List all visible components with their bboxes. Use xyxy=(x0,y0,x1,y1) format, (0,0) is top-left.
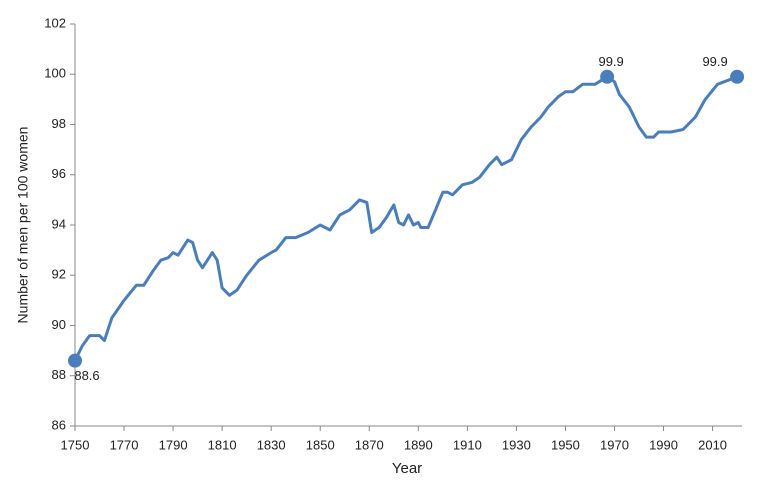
point-marker xyxy=(68,353,82,368)
y-tick-label: 86 xyxy=(52,417,66,432)
point-label: 88.6 xyxy=(74,368,99,383)
x-tick-label: 1850 xyxy=(306,437,335,452)
x-tick-label: 1870 xyxy=(355,437,384,452)
x-tick-label: 1810 xyxy=(208,437,237,452)
y-axis-label: Number of men per 100 women xyxy=(15,127,31,324)
x-tick-label: 1910 xyxy=(453,437,482,452)
x-tick-label: 1970 xyxy=(600,437,629,452)
y-tick-label: 90 xyxy=(52,317,66,332)
x-axis-label: Year xyxy=(392,460,422,477)
x-tick-label: 2010 xyxy=(698,437,727,452)
x-tick-label: 1950 xyxy=(551,437,580,452)
y-tick-label: 98 xyxy=(52,116,66,131)
x-tick-label: 1830 xyxy=(257,437,286,452)
y-tick-label: 92 xyxy=(52,267,66,282)
x-tick-label: 1990 xyxy=(649,437,678,452)
x-tick-label: 1890 xyxy=(404,437,433,452)
point-label: 99.9 xyxy=(598,54,623,69)
point-marker xyxy=(600,69,615,84)
x-tick-label: 1750 xyxy=(61,437,90,452)
y-tick-label: 102 xyxy=(44,15,66,30)
x-tick-label: 1790 xyxy=(159,437,188,452)
y-tick-label: 96 xyxy=(52,166,66,181)
point-marker xyxy=(730,69,745,84)
x-tick-label: 1770 xyxy=(110,437,139,452)
point-label: 99.9 xyxy=(702,54,727,69)
y-tick-label: 94 xyxy=(52,216,66,231)
data-line xyxy=(73,75,738,362)
x-tick-label: 1930 xyxy=(502,437,531,452)
y-tick-label: 100 xyxy=(44,66,66,81)
y-tick-label: 88 xyxy=(52,367,66,382)
